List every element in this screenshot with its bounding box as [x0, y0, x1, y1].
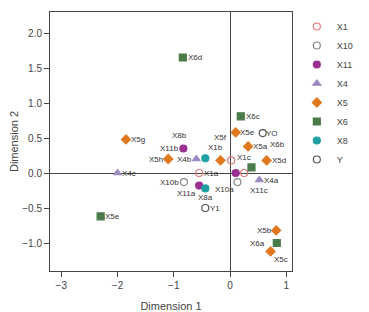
svg-text:1.0: 1.0 [28, 98, 42, 109]
svg-text:X5a: X5a [253, 142, 268, 151]
svg-text:X8: X8 [337, 136, 348, 146]
svg-text:Dimension 2: Dimension 2 [8, 111, 20, 172]
svg-text:X11: X11 [337, 60, 352, 70]
svg-text:1.5: 1.5 [28, 63, 42, 74]
svg-text:X10: X10 [337, 41, 353, 51]
svg-text:X6d: X6d [188, 53, 202, 62]
svg-text:−3: −3 [56, 280, 68, 291]
svg-text:−0.5: −0.5 [22, 203, 42, 214]
svg-text:0: 0 [227, 280, 233, 291]
svg-text:X4a: X4a [264, 176, 279, 185]
svg-text:X5b: X5b [257, 226, 272, 235]
svg-text:0.5: 0.5 [28, 133, 42, 144]
svg-text:X8b: X8b [172, 131, 187, 140]
svg-text:X5c: X5c [274, 255, 288, 264]
svg-text:X5d: X5d [272, 156, 286, 165]
svg-text:X4: X4 [337, 79, 348, 89]
svg-text:X1b: X1b [208, 143, 223, 152]
svg-text:YO: YO [266, 129, 278, 138]
svg-text:X6: X6 [337, 117, 348, 127]
svg-text:Y: Y [337, 155, 343, 165]
svg-text:X5g: X5g [131, 135, 145, 144]
svg-text:−1: −1 [168, 280, 180, 291]
svg-text:X1: X1 [337, 22, 348, 32]
svg-text:X11a: X11a [177, 189, 196, 198]
svg-text:Y1: Y1 [210, 204, 220, 213]
svg-text:X10b: X10b [160, 178, 179, 187]
svg-text:X11b: X11b [160, 144, 179, 153]
svg-text:X11c: X11c [250, 186, 268, 195]
svg-text:X5: X5 [337, 98, 348, 108]
svg-text:X4b: X4b [177, 155, 192, 164]
svg-text:X1a: X1a [204, 169, 219, 178]
svg-text:X6a: X6a [250, 239, 265, 248]
svg-text:1: 1 [284, 280, 290, 291]
svg-text:X4c: X4c [122, 169, 136, 178]
svg-text:X5h: X5h [149, 155, 163, 164]
svg-text:−1.0: −1.0 [22, 238, 42, 249]
svg-text:X6b: X6b [270, 140, 285, 149]
svg-text:Dimension 1: Dimension 1 [140, 300, 201, 312]
svg-text:X5e: X5e [240, 128, 255, 137]
svg-text:X5f: X5f [214, 133, 227, 142]
svg-text:X1c: X1c [237, 153, 251, 162]
svg-text:X8a: X8a [198, 193, 213, 202]
svg-text:X5e: X5e [105, 212, 120, 221]
svg-text:X10a: X10a [215, 185, 234, 194]
svg-text:0.0: 0.0 [28, 168, 42, 179]
svg-text:2.0: 2.0 [28, 28, 42, 39]
svg-text:X6c: X6c [246, 112, 260, 121]
svg-text:−2: −2 [112, 280, 124, 291]
